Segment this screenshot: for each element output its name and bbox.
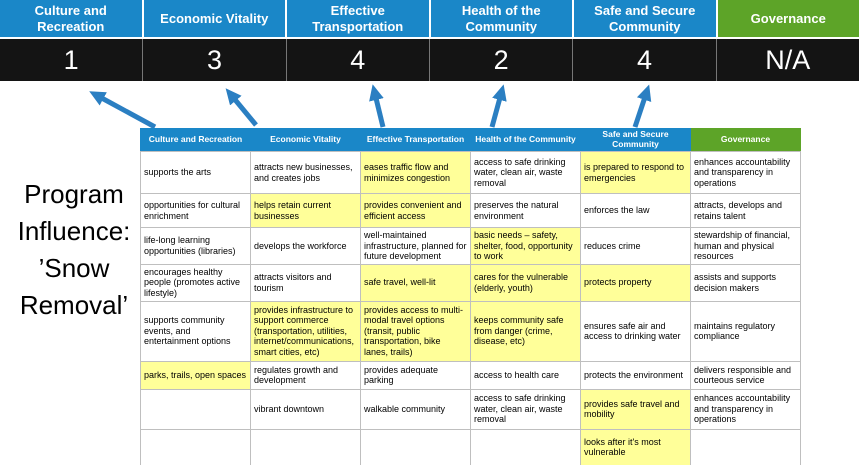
category-score-culture-and-recreation: 1 [0, 39, 144, 81]
matrix-cell: enhances accountability and transparency… [690, 151, 801, 194]
matrix-cell [140, 428, 251, 465]
program-title-line-3: ’Snow [38, 252, 110, 283]
matrix-cell: life-long learning opportunities (librar… [140, 227, 251, 265]
matrix-cell: protects the environment [580, 360, 691, 390]
arrow-safety-icon [632, 84, 652, 128]
matrix-column-header-effective-transportation: Effective Transportation [360, 128, 471, 152]
matrix-column-header-health-of-the-community: Health of the Community [470, 128, 581, 152]
matrix-cell-highlighted: helps retain current businesses [250, 193, 361, 228]
matrix-cell: develops the workforce [250, 227, 361, 265]
arrow-culture-icon [89, 91, 157, 130]
matrix-cell [250, 428, 361, 465]
program-title-line-2: Influence: [17, 215, 131, 246]
matrix-cell-highlighted: looks after it's most vulnerable [580, 428, 691, 465]
matrix-header-row: Culture and Recreation Economic Vitality E… [140, 128, 801, 152]
matrix-cell [470, 428, 581, 465]
matrix-cell: ensures safe air and access to drinking … [580, 300, 691, 362]
arrow-health-icon [489, 84, 507, 128]
matrix-cell: walkable community [360, 388, 471, 430]
matrix-table: Culture and Recreation Economic Vitality E… [140, 128, 801, 465]
matrix-cell-highlighted: protects property [580, 263, 691, 302]
program-title-line-4: Removal’ [19, 289, 129, 320]
matrix-cell-highlighted: is prepared to respond to emergencies [580, 151, 691, 194]
matrix-cell: delivers responsible and courteous servi… [690, 360, 801, 390]
matrix-cell: enhances accountability and transparency… [690, 388, 801, 430]
matrix-cell-highlighted: keeps community safe from danger (crime,… [470, 300, 581, 362]
matrix-row: parks, trails, open spaces regulates grow… [140, 360, 801, 390]
category-header-culture-and-recreation: Culture and Recreation [0, 0, 144, 37]
scoreboard: Culture and Recreation Economic Vitality E… [0, 0, 859, 37]
matrix-cell: encourages healthy people (promotes acti… [140, 263, 251, 302]
matrix-cell: attracts visitors and tourism [250, 263, 361, 302]
arrow-transportation-icon [369, 84, 386, 128]
matrix-cell: assists and supports decision makers [690, 263, 801, 302]
matrix-cell-highlighted: cares for the vulnerable (elderly, youth… [470, 263, 581, 302]
program-title: Program Influence: ’Snow Removal’ [0, 176, 148, 324]
category-header-governance: Governance [717, 0, 859, 37]
matrix-column-header-culture-and-recreation: Culture and Recreation [140, 128, 251, 152]
matrix-cell: access to health care [470, 360, 581, 390]
arrow-economic-icon [225, 88, 258, 127]
matrix-row: looks after it's most vulnerable [140, 428, 801, 465]
category-score-health-of-the-community: 2 [429, 39, 574, 81]
matrix-cell [140, 388, 251, 430]
program-title-line-1: Program [24, 179, 124, 209]
matrix-row: supports the arts attracts new businesses… [140, 151, 801, 194]
matrix-cell: maintains regulatory compliance [690, 300, 801, 362]
matrix-column-header-economic-vitality: Economic Vitality [250, 128, 361, 152]
matrix-column-header-safe-and-secure-community: Safe and Secure Community [580, 128, 691, 152]
matrix-cell: attracts, develops and retains talent [690, 193, 801, 228]
category-score-effective-transportation: 4 [286, 39, 430, 81]
matrix-cell-highlighted: eases traffic flow and minimizes congest… [360, 151, 471, 194]
matrix-cell: provides adequate parking [360, 360, 471, 390]
category-score-governance: N/A [716, 39, 859, 81]
matrix-cell-highlighted: provides infrastructure to support comme… [250, 300, 361, 362]
matrix-row: life-long learning opportunities (librar… [140, 227, 801, 265]
matrix-cell-highlighted: provides convenient and efficient access [360, 193, 471, 228]
matrix-cell-highlighted: provides access to multi-modal travel op… [360, 300, 471, 362]
matrix-cell-highlighted: provides safe travel and mobility [580, 388, 691, 430]
matrix-cell-highlighted: basic needs – safety, shelter, food, opp… [470, 227, 581, 265]
matrix-row: vibrant downtown walkable community access… [140, 388, 801, 430]
influence-matrix: Culture and Recreation Economic Vitality E… [140, 128, 801, 465]
category-header-health-of-the-community: Health of the Community [430, 0, 574, 37]
matrix-cell [360, 428, 471, 465]
matrix-row: encourages healthy people (promotes acti… [140, 263, 801, 302]
category-header-economic-vitality: Economic Vitality [143, 0, 287, 37]
matrix-cell: preserves the natural environment [470, 193, 581, 228]
matrix-cell-highlighted: parks, trails, open spaces [140, 360, 251, 390]
score-row: 1 3 4 2 4 N/A [0, 39, 859, 81]
matrix-cell [690, 428, 801, 465]
matrix-cell-highlighted: safe travel, well-lit [360, 263, 471, 302]
matrix-cell: supports the arts [140, 151, 251, 194]
matrix-cell: attracts new businesses, and creates job… [250, 151, 361, 194]
category-header-safe-and-secure-community: Safe and Secure Community [574, 0, 718, 37]
matrix-cell: supports community events, and entertain… [140, 300, 251, 362]
matrix-cell: well-maintained infrastructure, planned … [360, 227, 471, 265]
matrix-row: opportunities for cultural enrichment hel… [140, 193, 801, 228]
matrix-cell: opportunities for cultural enrichment [140, 193, 251, 228]
matrix-cell: vibrant downtown [250, 388, 361, 430]
matrix-cell: enforces the law [580, 193, 691, 228]
matrix-cell: access to safe drinking water, clean air… [470, 388, 581, 430]
matrix-column-header-governance: Governance [690, 128, 801, 152]
matrix-cell: reduces crime [580, 227, 691, 265]
matrix-row: supports community events, and entertain… [140, 300, 801, 362]
matrix-cell: stewardship of financial, human and phys… [690, 227, 801, 265]
matrix-body: supports the arts attracts new businesses… [140, 151, 801, 465]
category-score-economic-vitality: 3 [143, 39, 287, 81]
matrix-cell: regulates growth and development [250, 360, 361, 390]
category-header-effective-transportation: Effective Transportation [287, 0, 431, 37]
matrix-cell: access to safe drinking water, clean air… [470, 151, 581, 194]
category-score-safe-and-secure-community: 4 [573, 39, 717, 81]
